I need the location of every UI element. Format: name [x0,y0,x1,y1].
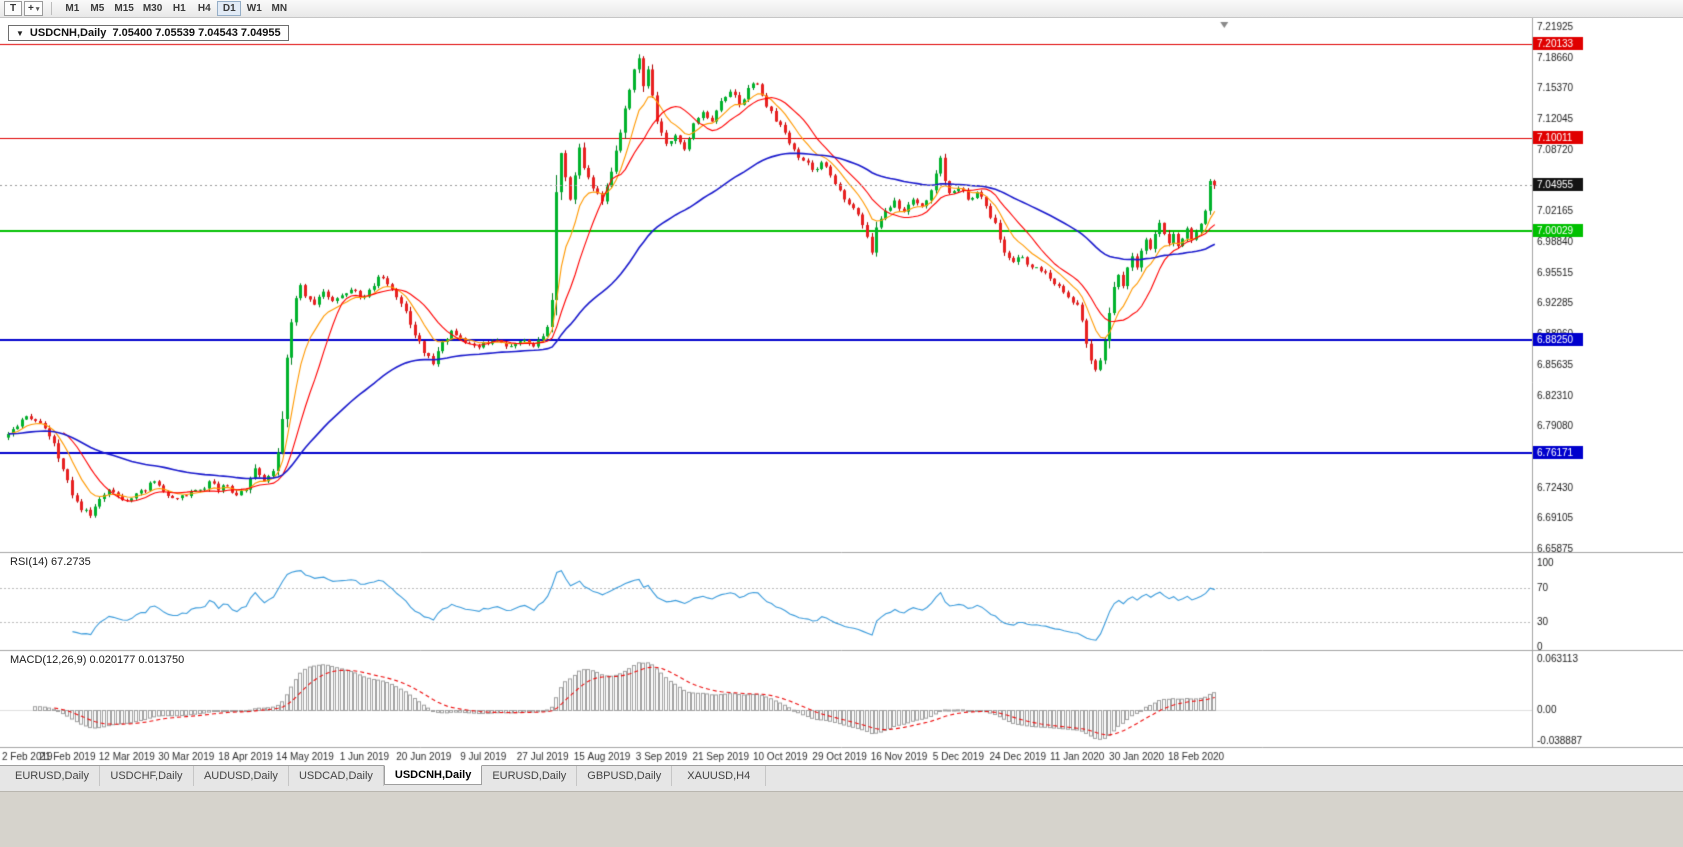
timeframe-button-h1[interactable]: H1 [167,1,191,16]
cursor-tool-button[interactable]: + ▾ [24,1,44,16]
chart-ohlc-label: USDCNH,Daily 7.05400 7.05539 7.04543 7.0… [29,27,281,39]
chart-tab-eurusd-daily[interactable]: EURUSD,Daily [5,766,100,786]
timeframe-button-m30[interactable]: M30 [139,1,166,16]
chart-tab-usdcad-daily[interactable]: USDCAD,Daily [289,766,384,786]
timeframe-button-w1[interactable]: W1 [242,1,266,16]
macd-indicator-label: MACD(12,26,9) 0.020177 0.013750 [10,654,185,666]
timeframe-button-m15[interactable]: M15 [110,1,137,16]
chart-tab-eurusd-daily[interactable]: EURUSD,Daily [482,766,578,786]
chart-tab-usdcnh-daily[interactable]: USDCNH,Daily [383,765,483,785]
chart-tab-usdchf-daily[interactable]: USDCHF,Daily [100,766,194,786]
toolbar-separator [51,2,53,15]
price-chart-canvas[interactable] [0,18,1683,765]
collapse-arrow-icon: ▼ [16,28,24,38]
toolbar: T + ▾ M1 M5 M15 M30 H1 H4 D1 W1 MN [0,0,1683,18]
rsi-indicator-label: RSI(14) 67.2735 [10,556,91,568]
chart-window: ▼ USDCNH,Daily 7.05400 7.05539 7.04543 7… [0,18,1683,765]
chart-tab-gbpusd-daily[interactable]: GBPUSD,Daily [577,766,673,786]
status-bar [0,791,1683,847]
chart-tab-bar: EURUSD,Daily USDCHF,Daily AUDUSD,Daily USDC… [0,765,1683,791]
chart-tab-xauusd-h4[interactable]: XAUUSD,H4 [672,766,767,786]
text-tool-button[interactable]: T [4,1,22,16]
dropdown-arrow-icon: ▾ [35,5,40,13]
timeframe-button-d1[interactable]: D1 [217,1,242,16]
timeframe-button-m5[interactable]: M5 [85,1,109,16]
timeframe-button-mn[interactable]: MN [267,1,291,16]
chart-title-box[interactable]: ▼ USDCNH,Daily 7.05400 7.05539 7.04543 7… [8,25,289,41]
crosshair-icon: + [28,3,34,14]
chart-tab-audusd-daily[interactable]: AUDUSD,Daily [194,766,289,786]
timeframe-button-m1[interactable]: M1 [60,1,84,16]
timeframe-button-h4[interactable]: H4 [192,1,216,16]
timeframe-group: M1 M5 M15 M30 H1 H4 D1 W1 MN [60,1,291,16]
